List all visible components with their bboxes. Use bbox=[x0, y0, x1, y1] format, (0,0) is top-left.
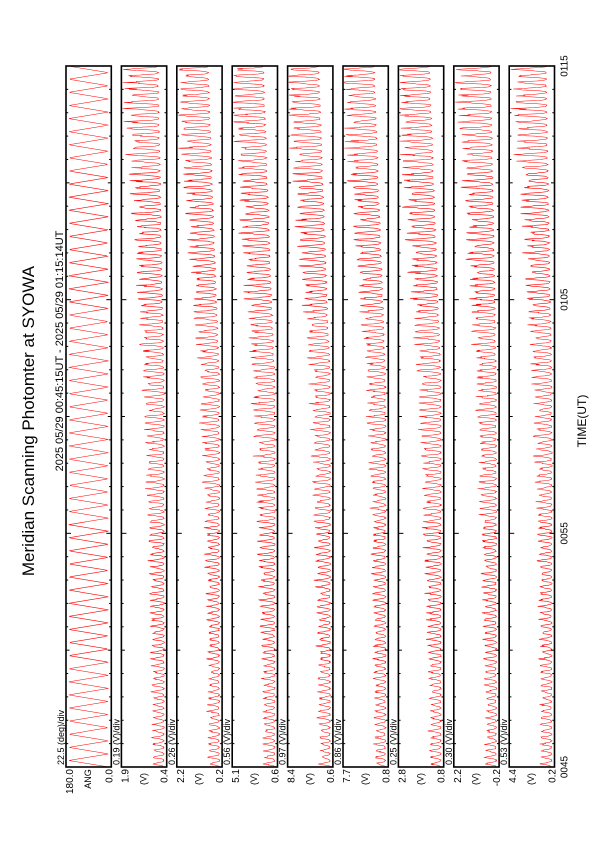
panel-2: 1.9 0.4 (V) 0.19 (V)/div bbox=[111, 65, 171, 785]
y-top-label: 2.2 bbox=[176, 769, 187, 783]
panel-frame bbox=[176, 65, 223, 768]
series-line-panel-4 bbox=[233, 65, 276, 768]
y-top-label: 2.8 bbox=[397, 769, 408, 783]
series-line-panel-8 bbox=[455, 65, 498, 768]
panel-frame bbox=[231, 65, 279, 768]
y-bottom-label: -0.2 bbox=[492, 769, 503, 787]
chart-title: Meridian Scanning Photomter at SYOWA bbox=[19, 265, 38, 576]
panel-unit-label: ANG bbox=[83, 769, 93, 789]
panel-scale-label: 0.26 (V)/div bbox=[167, 718, 177, 765]
series-line-panel-7 bbox=[399, 65, 443, 768]
panel-7: 2.8 0.8 (V) 0.25 (V)/div bbox=[388, 65, 448, 785]
series-line-panel-2 bbox=[122, 65, 166, 768]
y-bottom-label: 0.0 bbox=[104, 769, 115, 783]
x-tick-labels: 0045 0055 0105 0115 bbox=[560, 55, 571, 778]
x-tick-label: 0045 bbox=[560, 755, 571, 778]
y-bottom-label: 0.8 bbox=[437, 769, 448, 783]
panel-unit-label: (V) bbox=[138, 773, 148, 785]
panel-frame bbox=[286, 65, 334, 768]
y-top-label: 1.9 bbox=[120, 769, 131, 783]
y-bottom-label: 0.6 bbox=[271, 769, 282, 783]
panel-scale-label: 0.25 (V)/div bbox=[388, 718, 398, 765]
panel-unit-label: (V) bbox=[360, 773, 370, 785]
panel-9: 4.4 0.2 (V) 0.53 (V)/div bbox=[499, 65, 559, 785]
series-line-panel-9 bbox=[510, 65, 553, 768]
x-tick-label: 0105 bbox=[560, 288, 571, 311]
x-tick-label: 0115 bbox=[560, 55, 571, 77]
panel-6: 7.7 0.8 (V) 0.86 (V)/div bbox=[333, 65, 392, 785]
y-bottom-label: 0.2 bbox=[548, 769, 559, 783]
panel-scale-label: 22.5 (deg)/div bbox=[56, 709, 66, 765]
panel-5: 8.4 0.6 (V) 0.97 (V)/div bbox=[278, 65, 337, 785]
y-top-label: 8.4 bbox=[287, 769, 298, 783]
panel-unit-label: (V) bbox=[526, 773, 536, 785]
series-line-panel-3 bbox=[178, 65, 221, 768]
panel-unit-label: (V) bbox=[471, 773, 481, 785]
y-top-label: 4.4 bbox=[508, 769, 519, 783]
y-bottom-label: 0.4 bbox=[160, 769, 171, 783]
panel-1: 180.0 0.0 ANG 22.5 (deg)/div bbox=[56, 65, 115, 794]
y-top-label: 7.7 bbox=[342, 769, 353, 783]
panel-frame bbox=[120, 65, 168, 768]
panel-scale-label: 0.56 (V)/div bbox=[222, 718, 232, 765]
y-bottom-label: 0.6 bbox=[326, 769, 337, 783]
x-axis-label: TIME(UT) bbox=[575, 395, 589, 448]
panel-scale-label: 0.30 (V)/div bbox=[444, 718, 454, 765]
panel-3: 2.2 0.2 (V) 0.26 (V)/div bbox=[167, 65, 226, 785]
panel-unit-label: (V) bbox=[194, 773, 204, 785]
panel-scale-label: 0.19 (V)/div bbox=[111, 718, 121, 765]
x-tick-label: 0055 bbox=[560, 522, 571, 545]
panel-8: 2.2 -0.2 (V) 0.30 (V)/div bbox=[444, 65, 503, 787]
y-top-label: 2.2 bbox=[453, 769, 464, 783]
series-line-panel-6 bbox=[344, 65, 387, 768]
time-range: 2025 05/29 00:45:15UT - 2025 05/29 01:15… bbox=[54, 230, 66, 471]
series-line-panel-5 bbox=[288, 65, 332, 768]
panel-4: 5.1 0.6 (V) 0.56 (V)/div bbox=[222, 65, 282, 785]
y-bottom-label: 0.8 bbox=[381, 769, 392, 783]
panel-unit-label: (V) bbox=[305, 773, 315, 785]
panel-scale-label: 0.86 (V)/div bbox=[333, 718, 343, 765]
y-top-label: 5.1 bbox=[231, 769, 242, 783]
y-top-label: 180.0 bbox=[65, 769, 76, 794]
panel-scale-label: 0.53 (V)/div bbox=[499, 718, 509, 765]
panel-scale-label: 0.97 (V)/div bbox=[278, 718, 288, 765]
series-line-panel-1 bbox=[68, 65, 109, 768]
panels-group: 180.0 0.0 ANG 22.5 (deg)/div 1.9 0.4 (V) 0.19 (… bbox=[56, 65, 559, 794]
panel-unit-label: (V) bbox=[415, 773, 425, 785]
y-bottom-label: 0.2 bbox=[215, 769, 226, 783]
panel-frame bbox=[342, 65, 390, 768]
panel-unit-label: (V) bbox=[249, 773, 259, 785]
